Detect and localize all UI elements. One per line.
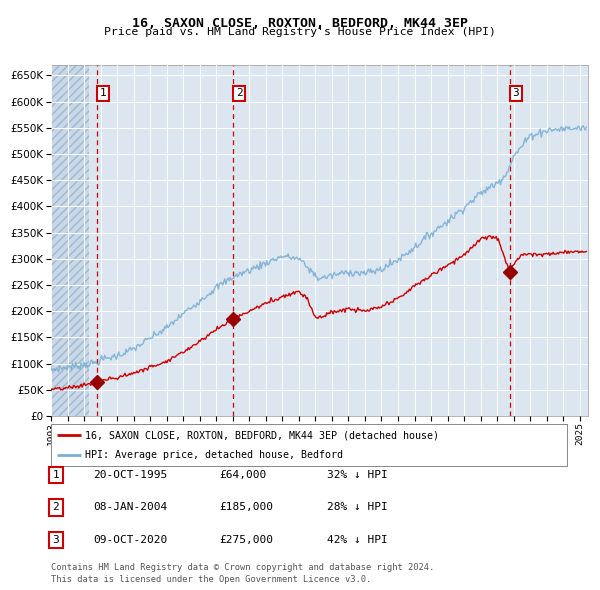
Text: 42% ↓ HPI: 42% ↓ HPI <box>327 535 388 545</box>
Text: 16, SAXON CLOSE, ROXTON, BEDFORD, MK44 3EP: 16, SAXON CLOSE, ROXTON, BEDFORD, MK44 3… <box>132 17 468 30</box>
Text: 2: 2 <box>236 88 242 99</box>
Text: 3: 3 <box>512 88 519 99</box>
Text: £185,000: £185,000 <box>219 503 273 512</box>
Text: Price paid vs. HM Land Registry's House Price Index (HPI): Price paid vs. HM Land Registry's House … <box>104 27 496 37</box>
Text: 16, SAXON CLOSE, ROXTON, BEDFORD, MK44 3EP (detached house): 16, SAXON CLOSE, ROXTON, BEDFORD, MK44 3… <box>85 430 439 440</box>
Text: £64,000: £64,000 <box>219 470 266 480</box>
Text: 1: 1 <box>52 470 59 480</box>
Text: 32% ↓ HPI: 32% ↓ HPI <box>327 470 388 480</box>
Text: 3: 3 <box>52 535 59 545</box>
Text: Contains HM Land Registry data © Crown copyright and database right 2024.: Contains HM Land Registry data © Crown c… <box>51 563 434 572</box>
Text: 09-OCT-2020: 09-OCT-2020 <box>93 535 167 545</box>
Text: 2: 2 <box>52 503 59 512</box>
Bar <box>51 65 89 416</box>
Text: This data is licensed under the Open Government Licence v3.0.: This data is licensed under the Open Gov… <box>51 575 371 584</box>
Text: 08-JAN-2004: 08-JAN-2004 <box>93 503 167 512</box>
Text: £275,000: £275,000 <box>219 535 273 545</box>
Text: 28% ↓ HPI: 28% ↓ HPI <box>327 503 388 512</box>
Text: 20-OCT-1995: 20-OCT-1995 <box>93 470 167 480</box>
Text: 1: 1 <box>100 88 106 99</box>
Text: HPI: Average price, detached house, Bedford: HPI: Average price, detached house, Bedf… <box>85 451 343 460</box>
